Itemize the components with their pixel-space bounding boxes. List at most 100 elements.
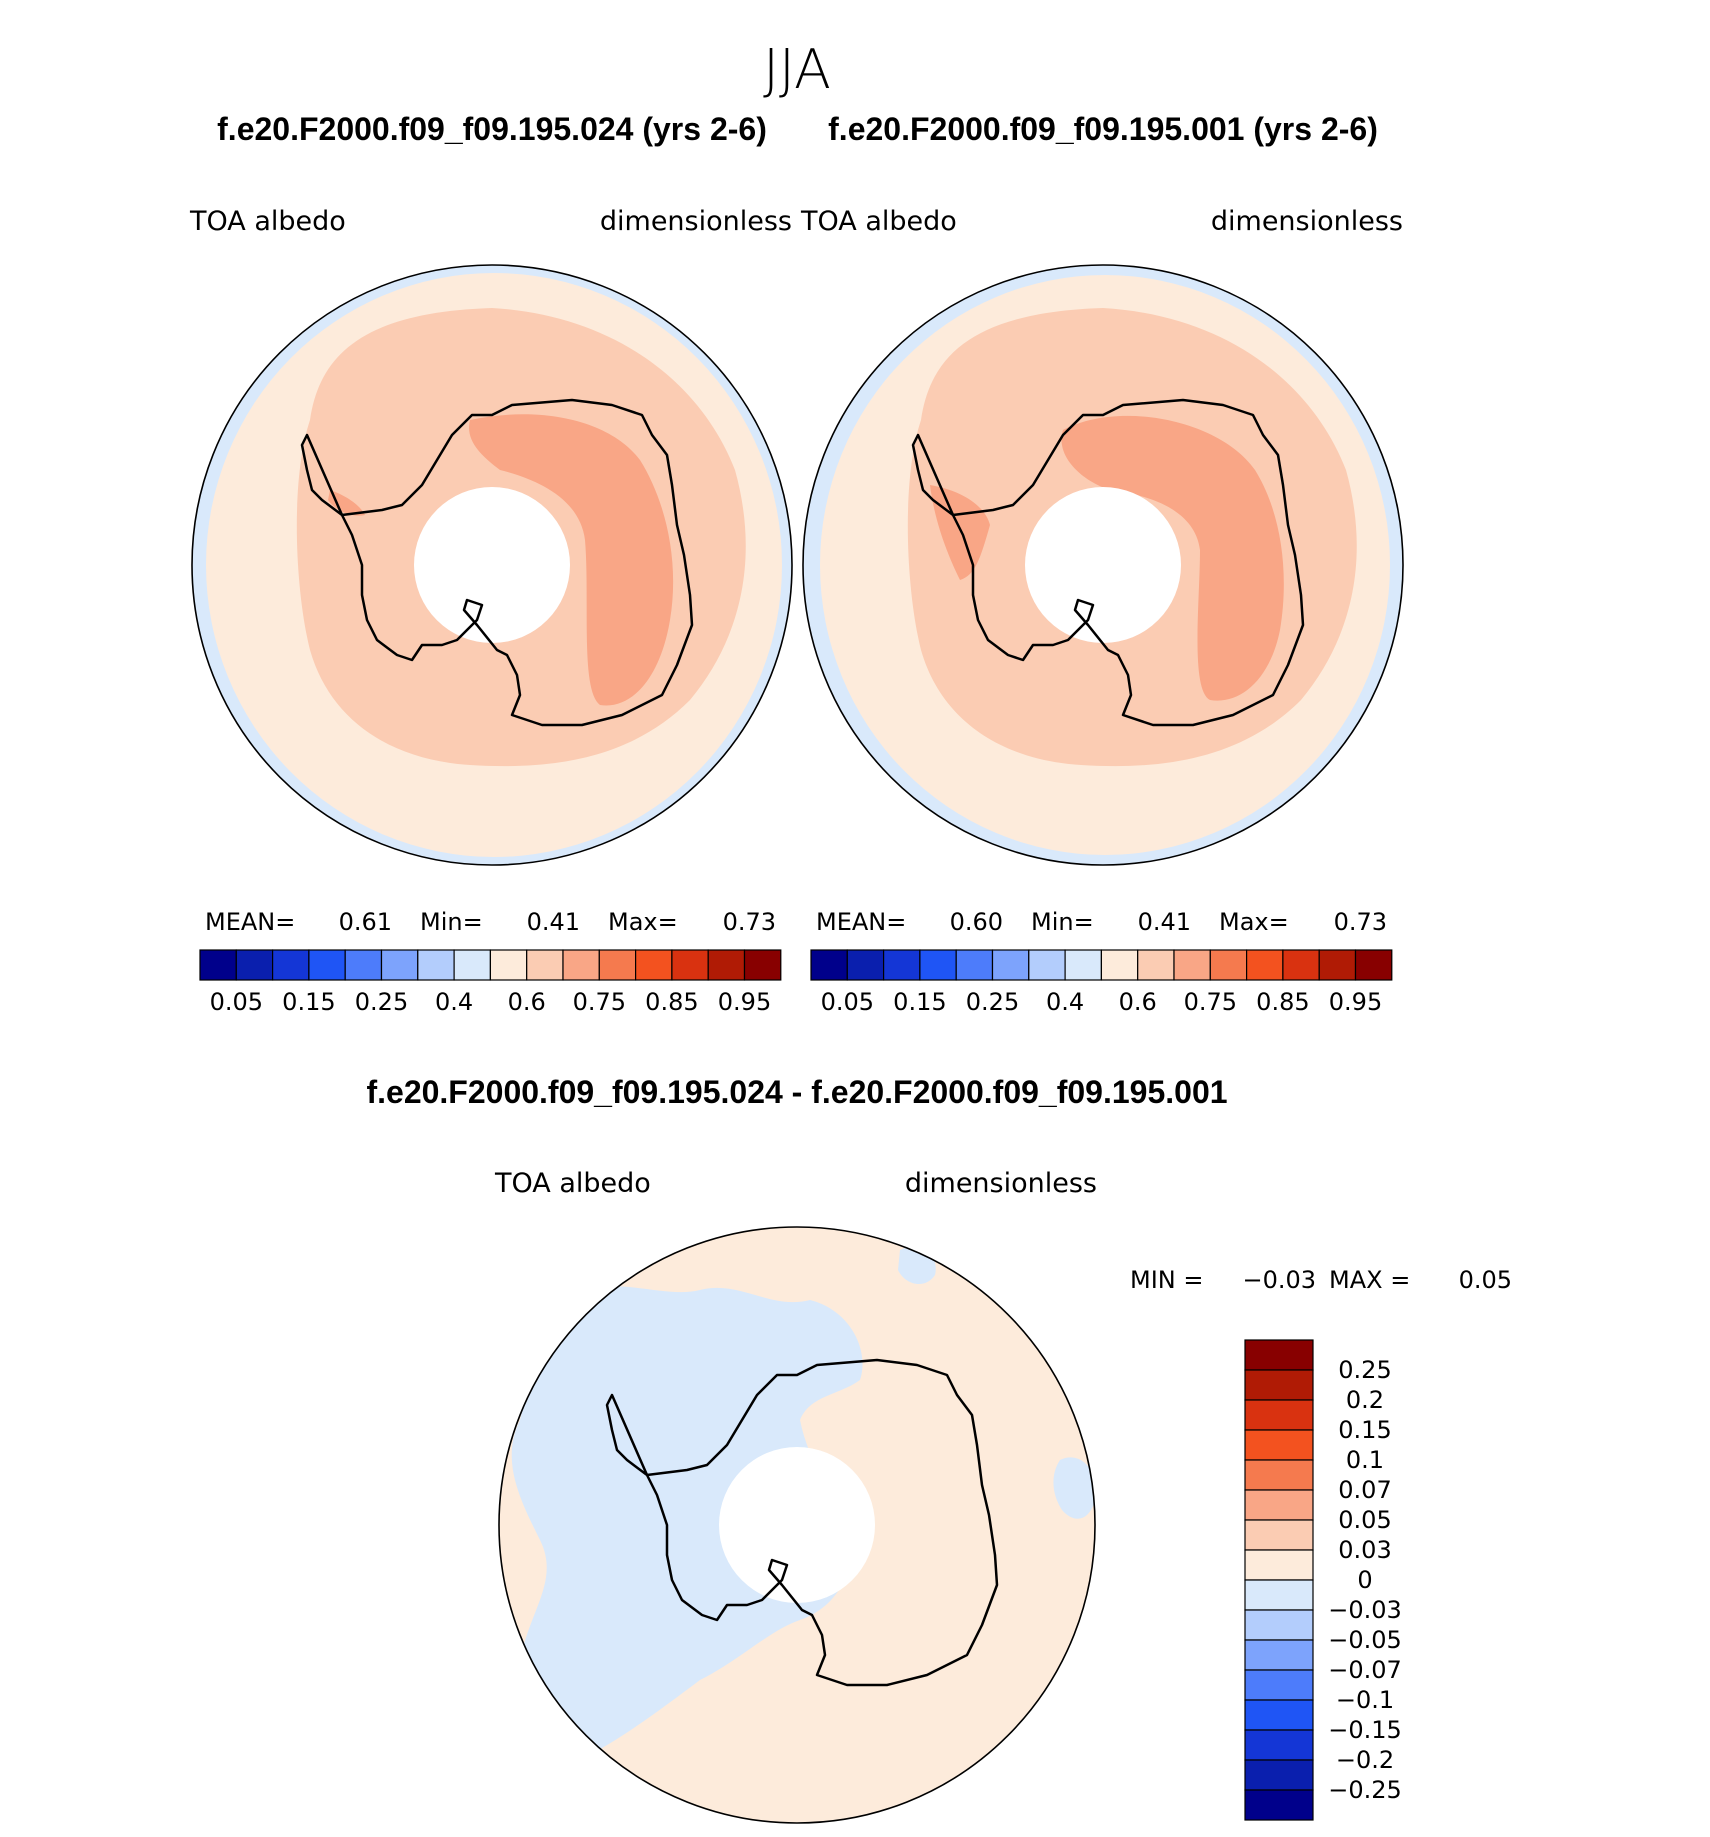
colorbar-box	[1354, 949, 1393, 981]
panel-2-min-value: 0.41	[1138, 908, 1191, 936]
colorbar-tick-label: 0.2	[1346, 1386, 1384, 1414]
colorbar-box	[1244, 1369, 1314, 1401]
colorbar-tick-label: 0.05	[1338, 1506, 1391, 1534]
colorbar-tick-label: 0.85	[645, 988, 698, 1016]
colorbar-tick-label: 0.1	[1346, 1446, 1384, 1474]
panel-2-map-boundary	[802, 264, 1404, 866]
colorbar-tick-label: 0.6	[1119, 988, 1157, 1016]
colorbar-box	[707, 949, 746, 981]
panel-1-colorbar: 0.05 0.15 0.25 0.4 0.6 0.75 0.85 0.95	[199, 949, 782, 1016]
colorbar-box	[1244, 1339, 1314, 1371]
colorbar-tick-label: 0.6	[508, 988, 546, 1016]
colorbar-tick-label: −0.15	[1328, 1716, 1402, 1744]
high-albedo-peninsula-spot	[328, 490, 365, 516]
colorbar-tick-label: 0.75	[573, 988, 626, 1016]
colorbar-box	[1064, 949, 1102, 981]
panel-2-min-label: Min=	[1031, 908, 1094, 936]
colorbar-box	[846, 949, 885, 981]
colorbar-box	[1100, 949, 1139, 981]
colorbar-box	[1028, 949, 1066, 981]
colorbar-box	[1244, 1459, 1314, 1491]
colorbar-box	[955, 949, 994, 981]
panel-2-max-label: Max=	[1219, 908, 1289, 936]
colorbar-box	[562, 949, 600, 981]
diff-map-boundary	[498, 1226, 1096, 1824]
panel-1-max-label: Max=	[608, 908, 678, 936]
diff-panel-units-label: dimensionless	[905, 1168, 1097, 1199]
colorbar-tick-label: 0.15	[1338, 1416, 1391, 1444]
colorbar-box	[1137, 949, 1175, 981]
colorbar-tick-label: 0.15	[282, 988, 335, 1016]
colorbar-tick-label: 0.95	[718, 988, 771, 1016]
colorbar-box	[634, 949, 673, 981]
colorbar-box	[1244, 1639, 1314, 1671]
high-albedo-region	[469, 414, 674, 706]
colorbar-box	[598, 949, 637, 981]
diff-max-label: MAX =	[1329, 1266, 1410, 1294]
panel-2: f.e20.F2000.f09_f09.195.001 (yrs 2-6) TO…	[800, 111, 1404, 1016]
colorbar-tick-label: −0.07	[1328, 1656, 1402, 1684]
colorbar-box	[882, 949, 921, 981]
colorbar-box	[235, 949, 274, 981]
colorbar-box	[1244, 1789, 1314, 1821]
colorbar-box	[1244, 1429, 1314, 1461]
high-albedo-region	[1061, 415, 1284, 701]
colorbar-tick-label: 0.25	[966, 988, 1019, 1016]
negative-difference-region	[511, 1286, 863, 1760]
colorbar-tick-label: 0.03	[1338, 1536, 1391, 1564]
colorbar-tick-label: 0.85	[1256, 988, 1309, 1016]
colorbar-tick-label: 0.25	[1338, 1356, 1391, 1384]
panel-1-variable-label: TOA albedo	[189, 206, 346, 237]
diff-min-label: MIN =	[1130, 1266, 1203, 1294]
colorbar-tick-label: 0.15	[893, 988, 946, 1016]
panel-2-variable-label: TOA albedo	[800, 206, 957, 237]
diff-polar-map	[499, 1227, 1095, 1823]
colorbar-tick-label: 0.05	[210, 988, 263, 1016]
colorbar-box	[810, 949, 848, 981]
panel-1-case-title: f.e20.F2000.f09_f09.195.024 (yrs 2-6)	[217, 111, 767, 147]
colorbar-box	[1244, 1489, 1314, 1521]
panel-1-mean-label: MEAN=	[205, 908, 295, 936]
colorbar-box	[1282, 949, 1320, 981]
panel-1-polar-map	[192, 265, 792, 865]
colorbar-box	[453, 949, 492, 981]
colorbar-box	[1209, 949, 1248, 981]
panel-2-mean-label: MEAN=	[816, 908, 906, 936]
colorbar-box	[1318, 949, 1357, 981]
colorbar-box	[526, 949, 564, 981]
colorbar-tick-label: −0.1	[1336, 1686, 1394, 1714]
colorbar-box	[1244, 1609, 1314, 1641]
panel-1-map-boundary	[191, 264, 793, 866]
colorbar-box	[1244, 1729, 1314, 1761]
polar-data-gap	[1025, 487, 1181, 643]
panel-1-min-value: 0.41	[527, 908, 580, 936]
colorbar-box	[1173, 949, 1211, 981]
colorbar-box	[991, 949, 1030, 981]
diff-max-value: 0.05	[1459, 1266, 1512, 1294]
colorbar-tick-label: 0.95	[1329, 988, 1382, 1016]
colorbar-box	[1244, 1579, 1314, 1611]
season-title: JJA	[763, 38, 831, 101]
colorbar-box	[1244, 1669, 1314, 1701]
colorbar-box	[1244, 1519, 1314, 1551]
colorbar-tick-label: −0.05	[1328, 1626, 1402, 1654]
colorbar-box	[1244, 1759, 1314, 1791]
colorbar-box	[344, 949, 383, 981]
panel-2-polar-map	[803, 265, 1403, 865]
colorbar-tick-label: −0.2	[1336, 1746, 1394, 1774]
diff-colorbar: 0.250.20.150.10.070.050.030−0.03−0.05−0.…	[1244, 1339, 1402, 1821]
negative-difference-region	[1053, 1457, 1095, 1519]
colorbar-tick-label: 0.4	[1046, 988, 1084, 1016]
colorbar-box	[1244, 1699, 1314, 1731]
colorbar-box	[671, 949, 709, 981]
polar-data-gap	[719, 1447, 875, 1603]
panel-2-units-label: dimensionless	[1211, 206, 1403, 237]
panel-2-case-title: f.e20.F2000.f09_f09.195.001 (yrs 2-6)	[828, 111, 1378, 147]
colorbar-tick-label: 0.07	[1338, 1476, 1391, 1504]
colorbar-tick-label: 0.25	[355, 988, 408, 1016]
panel-1-max-value: 0.73	[723, 908, 776, 936]
colorbar-tick-label: 0.75	[1184, 988, 1237, 1016]
colorbar-tick-label: 0.4	[435, 988, 473, 1016]
polar-data-gap	[414, 487, 570, 643]
colorbar-box	[199, 949, 237, 981]
